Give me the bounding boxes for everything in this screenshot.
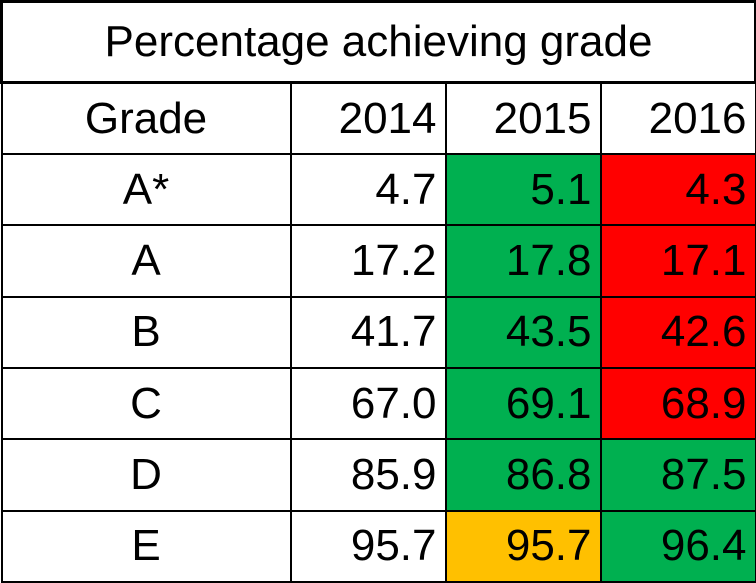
table-row: A* 4.7 5.1 4.3 [0, 153, 756, 227]
value-cell-2014: 85.9 [289, 438, 447, 512]
grade-label: A [0, 224, 292, 298]
header-year-2016: 2016 [599, 81, 756, 156]
value-cell-2014: 41.7 [289, 295, 447, 370]
header-year-2015: 2015 [444, 81, 602, 156]
value-cell-2015: 43.5 [444, 295, 602, 370]
value-cell-2016: 96.4 [599, 509, 756, 583]
table-row: A 17.2 17.8 17.1 [0, 224, 756, 298]
value-cell-2016: 42.6 [599, 295, 756, 370]
header-year-2014: 2014 [289, 81, 447, 156]
value-cell-2014: 4.7 [289, 153, 447, 227]
value-cell-2015: 69.1 [444, 367, 602, 441]
value-cell-2015: 95.7 [444, 509, 602, 583]
value-cell-2015: 86.8 [444, 438, 602, 512]
value-cell-2016: 4.3 [599, 153, 756, 227]
value-cell-2014: 17.2 [289, 224, 447, 298]
table-row: B 41.7 43.5 42.6 [0, 295, 756, 370]
value-cell-2014: 67.0 [289, 367, 447, 441]
grade-label: D [0, 438, 292, 512]
value-cell-2016: 17.1 [599, 224, 756, 298]
value-cell-2016: 68.9 [599, 367, 756, 441]
grade-label: B [0, 295, 292, 370]
value-cell-2015: 17.8 [444, 224, 602, 298]
value-cell-2015: 5.1 [444, 153, 602, 227]
table-row: D 85.9 86.8 87.5 [0, 438, 756, 512]
value-cell-2016: 87.5 [599, 438, 756, 512]
grade-label: E [0, 509, 292, 583]
value-cell-2014: 95.7 [289, 509, 447, 583]
grade-label: A* [0, 153, 292, 227]
table-row: E 95.7 95.7 96.4 [0, 509, 756, 583]
table-row: C 67.0 69.1 68.9 [0, 367, 756, 441]
header-row: Grade 2014 2015 2016 [0, 81, 756, 156]
table-title: Percentage achieving grade [0, 0, 756, 85]
grade-label: C [0, 367, 292, 441]
header-grade: Grade [0, 81, 292, 156]
title-row: Percentage achieving grade [0, 0, 756, 85]
